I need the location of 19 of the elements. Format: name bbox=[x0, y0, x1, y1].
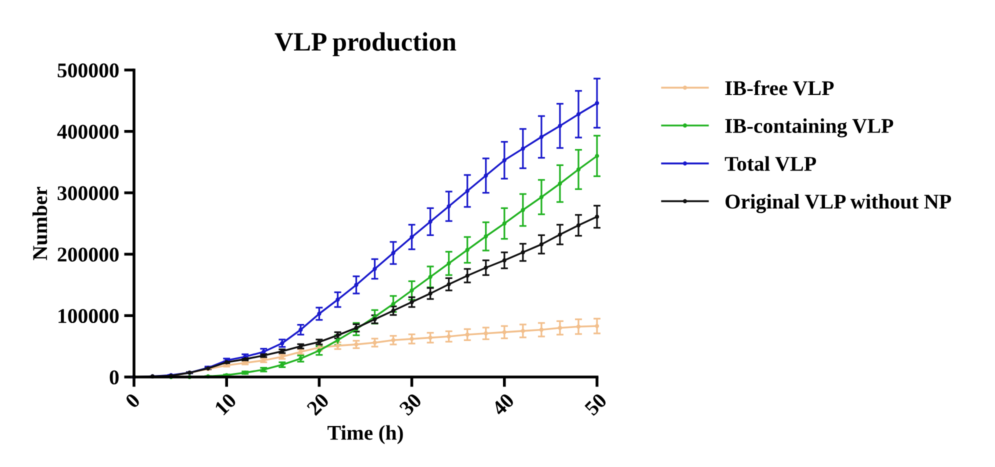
x-tick-label: 0 bbox=[124, 392, 141, 409]
y-tick-label: 0 bbox=[110, 370, 119, 384]
x-tick-label: 30 bbox=[398, 392, 422, 416]
legend-label: IB-containing VLP bbox=[725, 118, 894, 138]
x-tick-label: 40 bbox=[490, 392, 515, 416]
legend-label: Total VLP bbox=[724, 156, 816, 172]
y-tick-label: 400000 bbox=[57, 124, 119, 139]
x-axis-title: Time (h) bbox=[328, 425, 403, 444]
legend-label: IB-free VLP bbox=[725, 80, 834, 96]
y-tick-label: 200000 bbox=[58, 248, 119, 262]
x-tick-label: 50 bbox=[584, 392, 608, 416]
x-tick-label: 20 bbox=[306, 392, 330, 416]
y-axis-title: Number bbox=[32, 186, 48, 260]
chart-title: VLP production bbox=[274, 32, 456, 56]
y-tick-label: 100000 bbox=[58, 308, 119, 324]
y-tick-label: 500000 bbox=[58, 63, 119, 78]
x-tick-label: 10 bbox=[214, 392, 238, 416]
legend-label: Original VLP without NP bbox=[726, 194, 952, 214]
y-tick-label: 300000 bbox=[58, 186, 119, 200]
